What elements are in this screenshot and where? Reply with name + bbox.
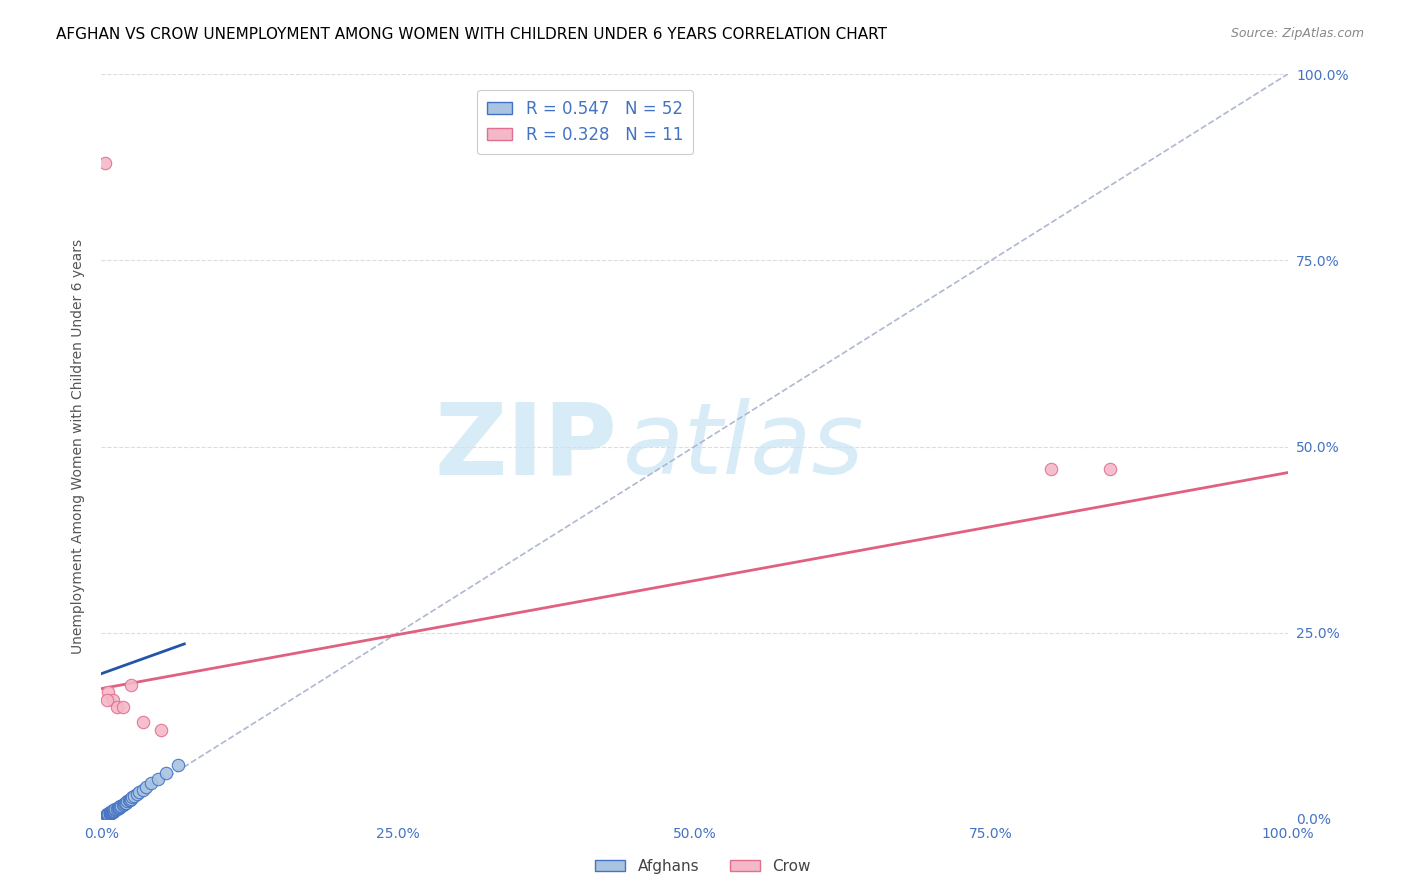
Text: ZIP: ZIP — [434, 398, 617, 495]
Point — [103, 804, 125, 818]
Point — [96, 808, 118, 822]
Point — [111, 700, 134, 714]
Text: atlas: atlas — [623, 398, 865, 495]
Point — [132, 715, 155, 730]
Point — [124, 789, 146, 803]
Point — [96, 808, 118, 822]
Point — [121, 790, 143, 805]
Point — [167, 758, 190, 772]
Point — [98, 805, 121, 820]
Point — [104, 802, 127, 816]
Point — [96, 806, 118, 821]
Point — [117, 793, 139, 807]
Point — [101, 804, 124, 818]
Point — [128, 785, 150, 799]
Point — [125, 787, 148, 801]
Point — [110, 798, 132, 813]
Point — [96, 808, 118, 822]
Point — [104, 803, 127, 817]
Point — [97, 806, 120, 821]
Legend: R = 0.547   N = 52, R = 0.328   N = 11: R = 0.547 N = 52, R = 0.328 N = 11 — [478, 90, 693, 154]
Point — [101, 805, 124, 819]
Point — [101, 693, 124, 707]
Point — [146, 772, 169, 786]
Point — [96, 808, 118, 822]
Point — [108, 800, 131, 814]
Point — [96, 808, 118, 822]
Point — [149, 723, 172, 737]
Point — [96, 808, 118, 822]
Point — [101, 805, 124, 820]
Point — [96, 807, 118, 822]
Point — [108, 801, 131, 815]
Point — [100, 805, 122, 820]
Point — [96, 808, 118, 822]
Point — [118, 792, 141, 806]
Point — [98, 805, 121, 820]
Text: Source: ZipAtlas.com: Source: ZipAtlas.com — [1230, 27, 1364, 40]
Point — [1039, 462, 1062, 476]
Point — [101, 803, 124, 817]
Point — [139, 776, 162, 790]
Point — [96, 808, 118, 822]
Text: AFGHAN VS CROW UNEMPLOYMENT AMONG WOMEN WITH CHILDREN UNDER 6 YEARS CORRELATION : AFGHAN VS CROW UNEMPLOYMENT AMONG WOMEN … — [56, 27, 887, 42]
Point — [100, 805, 122, 820]
Point — [97, 807, 120, 822]
Point — [101, 805, 124, 819]
Point — [1098, 462, 1121, 476]
Point — [120, 792, 142, 806]
Point — [111, 797, 134, 812]
Point — [96, 808, 118, 822]
Point — [97, 685, 120, 699]
Point — [135, 780, 157, 794]
Point — [96, 693, 118, 707]
Point — [105, 801, 128, 815]
Point — [155, 765, 177, 780]
Point — [114, 797, 136, 811]
Legend: Afghans, Crow: Afghans, Crow — [589, 853, 817, 880]
Point — [112, 797, 135, 811]
Point — [96, 807, 118, 822]
Point — [117, 794, 139, 808]
Point — [115, 796, 138, 810]
Y-axis label: Unemployment Among Women with Children Under 6 years: Unemployment Among Women with Children U… — [72, 239, 86, 654]
Point — [105, 700, 128, 714]
Point — [108, 799, 131, 814]
Point — [96, 808, 118, 822]
Point — [120, 678, 142, 692]
Point — [94, 156, 117, 170]
Point — [98, 806, 121, 821]
Point — [132, 783, 155, 797]
Point — [107, 801, 129, 815]
